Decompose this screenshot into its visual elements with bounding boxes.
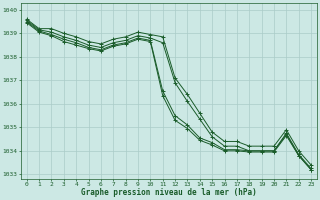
X-axis label: Graphe pression niveau de la mer (hPa): Graphe pression niveau de la mer (hPa)	[81, 188, 257, 197]
